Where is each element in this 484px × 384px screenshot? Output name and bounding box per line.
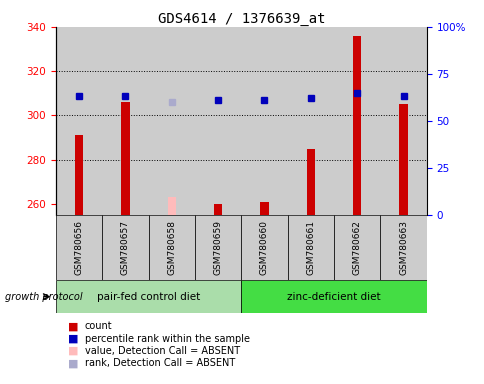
Text: ■: ■: [68, 346, 78, 356]
Bar: [306, 149, 315, 215]
Bar: [333, 27, 379, 215]
Bar: [148, 215, 195, 280]
Bar: [287, 27, 333, 215]
Text: GSM780659: GSM780659: [213, 220, 222, 275]
Bar: [379, 215, 426, 280]
Text: GSM780662: GSM780662: [352, 220, 361, 275]
Text: GSM780660: GSM780660: [259, 220, 269, 275]
Bar: [241, 27, 287, 215]
Text: GSM780663: GSM780663: [398, 220, 407, 275]
Text: value, Detection Call = ABSENT: value, Detection Call = ABSENT: [85, 346, 240, 356]
Text: GSM780656: GSM780656: [75, 220, 83, 275]
Bar: [287, 215, 333, 280]
Bar: [102, 215, 148, 280]
Bar: [241, 215, 287, 280]
Bar: [56, 280, 241, 313]
Text: ■: ■: [68, 334, 78, 344]
Text: pair-fed control diet: pair-fed control diet: [97, 291, 200, 302]
Bar: [195, 27, 241, 215]
Bar: [56, 215, 102, 280]
Text: GSM780658: GSM780658: [167, 220, 176, 275]
Bar: [75, 135, 83, 215]
Bar: [379, 27, 426, 215]
Text: GSM780661: GSM780661: [306, 220, 315, 275]
Text: GSM780657: GSM780657: [121, 220, 130, 275]
Text: count: count: [85, 321, 112, 331]
Text: growth protocol: growth protocol: [5, 291, 82, 302]
Bar: [399, 104, 407, 215]
Text: percentile rank within the sample: percentile rank within the sample: [85, 334, 249, 344]
Text: ■: ■: [68, 358, 78, 368]
Bar: [56, 27, 102, 215]
Text: zinc-deficient diet: zinc-deficient diet: [287, 291, 380, 302]
Bar: [213, 204, 222, 215]
Bar: [121, 102, 129, 215]
Bar: [102, 27, 148, 215]
Bar: [333, 215, 379, 280]
Bar: [241, 280, 426, 313]
Bar: [195, 215, 241, 280]
Text: ■: ■: [68, 321, 78, 331]
Bar: [167, 197, 176, 215]
Bar: [352, 36, 361, 215]
Text: rank, Detection Call = ABSENT: rank, Detection Call = ABSENT: [85, 358, 235, 368]
Title: GDS4614 / 1376639_at: GDS4614 / 1376639_at: [157, 12, 324, 26]
Bar: [148, 27, 195, 215]
Bar: [260, 202, 268, 215]
